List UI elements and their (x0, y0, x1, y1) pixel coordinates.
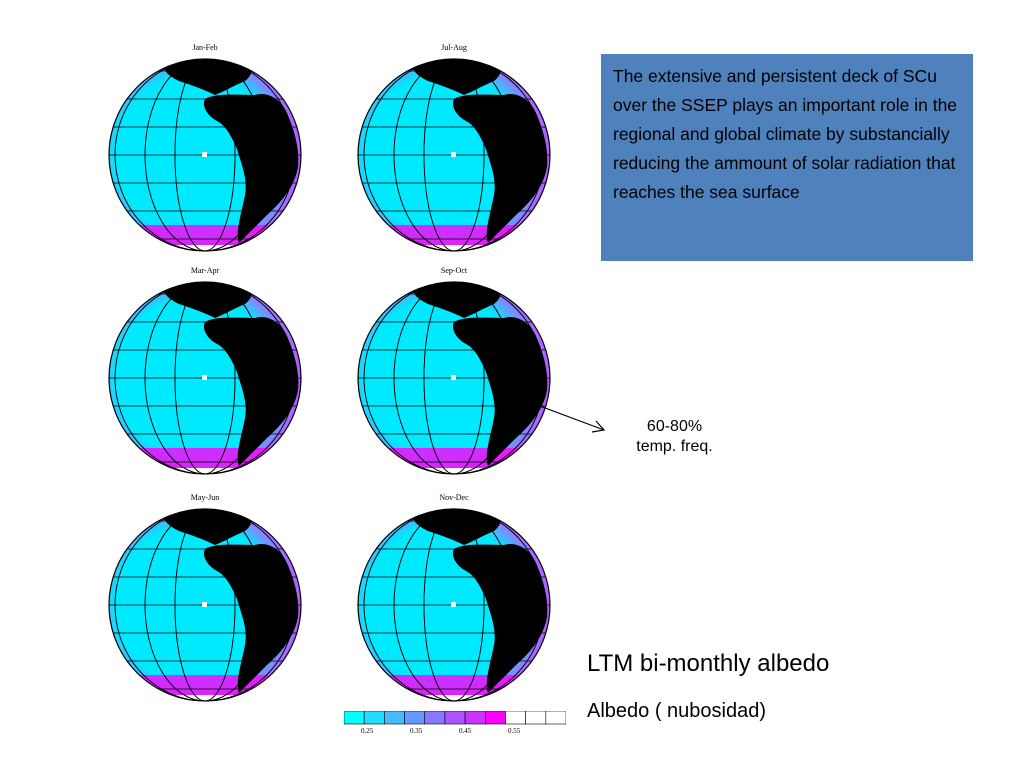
continent-shape (164, 59, 299, 243)
colorbar-swatch (525, 711, 547, 725)
globe-title: Nov-Dec (439, 493, 469, 502)
globe-panel-jan-feb: Jan-Feb (105, 43, 305, 258)
continent-shape (413, 282, 548, 466)
colorbar-swatch (484, 711, 506, 725)
study-site-marker (202, 375, 207, 380)
callout-text: The extensive and persistent deck of SCu… (613, 66, 958, 202)
globe-panel-sep-oct: Sep-Oct (354, 266, 554, 481)
albedo-globe-map (357, 58, 551, 252)
globe-title: Mar-Apr (190, 266, 220, 275)
colorbar-swatch (424, 711, 446, 725)
study-site-marker (451, 602, 456, 607)
study-site-marker (202, 602, 207, 607)
albedo-globe-map (357, 508, 551, 702)
continent-shape (413, 509, 548, 693)
study-site-marker (202, 152, 207, 157)
albedo-colorbar (344, 711, 566, 725)
globe-title: Jul-Aug (441, 43, 467, 52)
frequency-annotation: 60-80% temp. freq. (612, 417, 737, 457)
globe-title: May-Jun (190, 493, 220, 502)
globe-title: Jan-Feb (192, 43, 218, 52)
albedo-globe-map (108, 58, 302, 252)
colorbar-label: 0.35 (410, 727, 423, 735)
study-site-marker (451, 375, 456, 380)
callout-box: The extensive and persistent deck of SCu… (601, 54, 973, 261)
globe-panel-may-jun: May-Jun (105, 493, 305, 708)
globe-title: Sep-Oct (440, 266, 468, 275)
colorbar-label: 0.45 (459, 727, 472, 735)
continent-shape (164, 282, 299, 466)
continent-shape (164, 509, 299, 693)
colorbar-swatch (344, 711, 365, 725)
albedo-globe-map (357, 281, 551, 475)
continent-shape (413, 59, 548, 243)
colorbar-swatch (464, 711, 486, 725)
globe-panel-mar-apr: Mar-Apr (105, 266, 305, 481)
colorbar-swatch (444, 711, 466, 725)
colorbar-label: 0.25 (361, 727, 374, 735)
albedo-globe-map (108, 281, 302, 475)
colorbar-swatch (545, 711, 566, 725)
annotation-line-1: 60-80% (646, 418, 703, 435)
albedo-globe-map (108, 508, 302, 702)
study-site-marker (451, 152, 456, 157)
globe-panel-jul-aug: Jul-Aug (354, 43, 554, 258)
globe-panel-nov-dec: Nov-Dec (354, 493, 554, 708)
annotation-line-2: temp. freq. (636, 438, 713, 455)
colorbar-swatch (404, 711, 426, 725)
colorbar-label: 0.55 (508, 727, 521, 735)
slide-subheading: Albedo ( nubosidad) (587, 700, 767, 722)
colorbar-swatch (505, 711, 526, 725)
colorbar-swatch (363, 711, 385, 725)
colorbar-swatch (384, 711, 405, 725)
slide-heading: LTM bi-monthly albedo (587, 650, 830, 677)
